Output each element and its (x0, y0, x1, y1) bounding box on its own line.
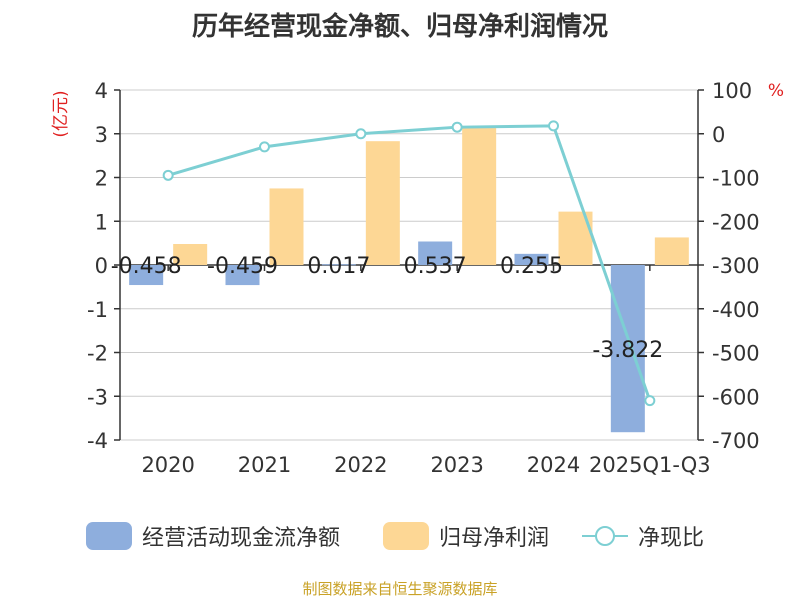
legend-label-ratio: 净现比 (638, 526, 705, 551)
chart-title: 历年经营现金净额、归母净利润情况 (191, 12, 608, 42)
right-axis-unit: % (768, 81, 784, 101)
x-axis-tick-label: 2024 (527, 453, 580, 477)
x-axis-tick-label: 2025Q1-Q3 (589, 453, 711, 477)
bar-cashflow (129, 265, 164, 286)
bar-cashflow (225, 265, 260, 286)
left-axis-tick-label: -1 (87, 298, 108, 322)
right-axis-tick-label: 0 (712, 123, 725, 147)
bar-profit (269, 188, 304, 265)
left-axis-tick-label: -2 (87, 342, 108, 366)
data-label-cashflow: 0.017 (307, 254, 370, 279)
right-axis-tick-label: -400 (712, 298, 760, 322)
x-axis-tick-label: 2022 (334, 453, 387, 477)
right-axis-tick-label: 100 (712, 79, 752, 103)
source-note: 制图数据来自恒生聚源数据库 (302, 580, 498, 598)
legend-swatch-ratio (582, 526, 628, 546)
right-axis-tick-label: -200 (712, 210, 760, 234)
legend-item-profit[interactable]: 归母净利润 (383, 516, 549, 556)
data-label-cashflow: -3.822 (592, 338, 663, 363)
bar-profit (365, 141, 400, 265)
data-label-cashflow: 0.537 (404, 254, 467, 279)
x-axis-tick-label: 2020 (141, 453, 194, 477)
data-label-cashflow: -0.459 (207, 254, 278, 279)
chart-legend: 经营活动现金流净额 归母净利润 净现比 (0, 516, 800, 556)
legend-swatch-cashflow (86, 522, 132, 550)
bar-cashflow (418, 241, 453, 265)
bar-cashflow (610, 265, 645, 433)
point-ratio (259, 141, 270, 153)
right-axis-tick-label: -700 (712, 429, 760, 453)
data-label-cashflow: -0.458 (111, 254, 182, 279)
left-axis-tick-label: -4 (87, 429, 108, 453)
left-axis-tick-label: 2 (95, 167, 108, 191)
bar-profit (654, 237, 689, 265)
left-axis-unit: (亿元) (51, 90, 71, 137)
right-axis-tick-label: -600 (712, 385, 760, 409)
legend-item-cashflow[interactable]: 经营活动现金流净额 (86, 516, 340, 556)
x-axis-tick-label: 2023 (430, 453, 483, 477)
right-axis-tick-label: -100 (712, 167, 760, 191)
point-ratio (644, 395, 656, 407)
left-axis-tick-label: 3 (95, 123, 108, 147)
x-axis-tick-label: 2021 (238, 453, 291, 477)
bar-cashflow (514, 253, 549, 265)
left-axis-tick-label: 4 (95, 79, 108, 103)
data-label-cashflow: 0.255 (500, 254, 563, 279)
bar-profit (173, 244, 208, 265)
legend-label-cashflow: 经营活动现金流净额 (142, 526, 341, 551)
bar-cashflow (321, 264, 356, 266)
legend-item-ratio[interactable]: 净现比 (582, 516, 704, 556)
point-ratio (162, 169, 174, 181)
left-axis-tick-label: 0 (95, 254, 108, 278)
point-ratio (355, 128, 367, 140)
legend-swatch-profit (383, 522, 429, 550)
line-ratio (167, 124, 652, 402)
legend-label-profit: 归母净利润 (439, 526, 550, 551)
left-axis-tick-label: 1 (95, 210, 108, 234)
right-axis-tick-label: -300 (712, 254, 760, 278)
point-ratio (451, 121, 463, 133)
bar-profit (462, 128, 497, 265)
right-axis-tick-label: -500 (712, 342, 760, 366)
point-ratio (548, 120, 559, 132)
left-axis-tick-label: -3 (87, 385, 108, 409)
